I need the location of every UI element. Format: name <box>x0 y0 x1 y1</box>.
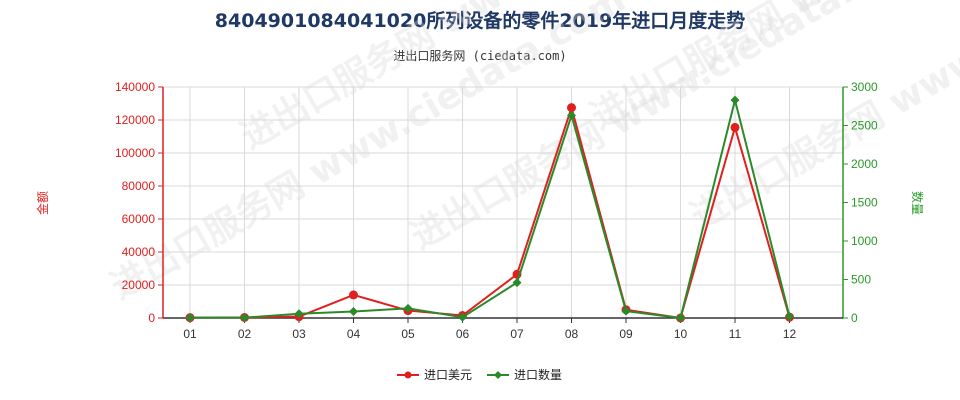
x-tick-label: 12 <box>783 327 797 341</box>
y-right-tick-label: 1000 <box>851 234 878 248</box>
x-tick-label: 10 <box>674 327 688 341</box>
data-point-quantity <box>676 313 685 323</box>
legend-marker <box>494 371 502 379</box>
data-point-quantity <box>403 303 413 313</box>
data-point-quantity <box>621 306 631 316</box>
series-line-quantity <box>190 99 791 320</box>
data-point-quantity <box>730 95 740 105</box>
y-right-tick-label: 0 <box>851 311 858 325</box>
x-tick-label: 03 <box>292 327 306 341</box>
series-line-value <box>189 104 791 320</box>
x-tick-label: 08 <box>565 327 579 341</box>
data-point-quantity <box>185 313 195 323</box>
y-left-tick-label: 100000 <box>115 146 155 160</box>
x-tick-label: 11 <box>729 327 742 341</box>
x-tick-label: 05 <box>401 327 415 341</box>
data-point-quantity <box>512 278 522 288</box>
data-point-quantity <box>458 312 467 322</box>
data-point-value <box>730 122 740 132</box>
y-left-tick-label: 80000 <box>122 179 156 193</box>
data-point-value <box>349 290 358 300</box>
y-right-tick-label: 3000 <box>851 80 878 94</box>
x-tick-label: 02 <box>238 327 252 341</box>
y-right-axis-label: 数量 <box>910 191 925 215</box>
chart-title: 8404901084041020所列设备的零件2019年进口月度走势 <box>214 10 746 32</box>
legend-label-quantity[interactable]: 进口数量 <box>514 367 562 382</box>
y-left-tick-label: 0 <box>148 311 155 325</box>
x-tick-label: 04 <box>347 327 361 341</box>
x-tick-label: 07 <box>510 327 524 341</box>
y-right-tick-label: 500 <box>851 273 871 287</box>
y-left-tick-label: 120000 <box>115 113 155 127</box>
data-point-quantity <box>240 313 249 323</box>
y-left-tick-label: 20000 <box>122 278 156 292</box>
legend-marker <box>404 371 412 379</box>
y-left-axis-label: 金额 <box>35 191 50 215</box>
y-left-tick-label: 140000 <box>115 80 155 94</box>
series-layer <box>185 95 794 323</box>
data-point-quantity <box>294 309 304 319</box>
y-right-tick-label: 2000 <box>851 157 878 171</box>
x-tick-label: 06 <box>456 327 470 341</box>
y-left-tick-label: 40000 <box>122 245 156 259</box>
y-left-tick-label: 60000 <box>122 212 156 226</box>
legend-label-value[interactable]: 进口美元 <box>424 368 472 382</box>
axes: 0200004000060000800001000001200001400000… <box>35 80 925 341</box>
chart-subtitle: 进出口服务网 (ciedata.com) <box>393 49 567 63</box>
y-right-tick-label: 2500 <box>851 119 878 133</box>
data-point-quantity <box>785 311 794 321</box>
y-right-tick-label: 1500 <box>851 196 878 210</box>
x-tick-label: 01 <box>183 327 197 341</box>
legend[interactable]: 进口美元 进口数量 <box>397 367 562 382</box>
data-point-quantity <box>567 110 576 120</box>
x-tick-label: 09 <box>619 327 633 341</box>
data-point-quantity <box>349 306 358 316</box>
data-point-value <box>567 103 576 113</box>
